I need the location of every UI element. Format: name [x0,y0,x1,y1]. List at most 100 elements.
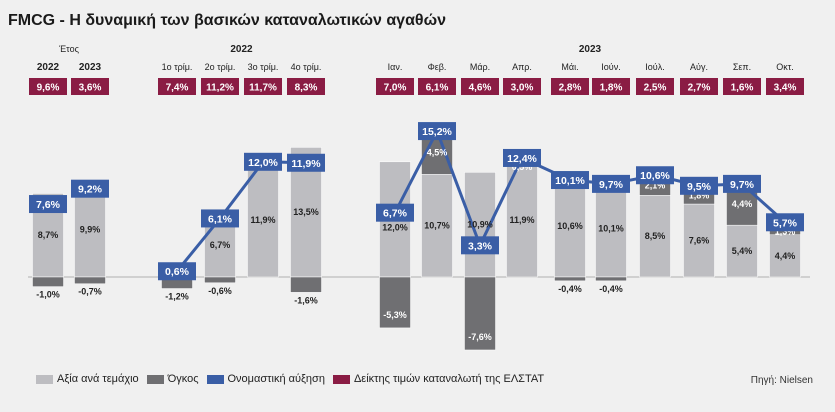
bar-value-per-unit-11 [595,179,627,278]
value-per-unit-label-11: 10,1% [598,224,624,234]
nominal-growth-label-5: 11,9% [291,158,321,170]
nominal-growth-marker-6 [376,203,414,222]
legend-swatch-1 [146,374,164,384]
chart-legend: Αξία ανά τεμάχιο Όγκος Ονομαστική αύξηση Δε… [36,373,552,385]
nominal-growth-label-10: 10,1% [555,175,585,187]
bar-value-per-unit-15 [769,234,801,278]
cpi-badge-label-3: 11,2% [206,83,234,94]
volume-label-11: -0,4% [599,284,623,294]
nominal-growth-marker-5 [287,153,325,172]
cpi-badge-label-0: 9,6% [37,83,60,94]
legend-label-0: Αξία ανά τεμάχιο [57,373,139,385]
value-per-unit-label-1: 9,9% [80,224,101,234]
value-per-unit-label-15: 4,4% [775,251,796,261]
volume-label-6: -5,3% [383,310,407,320]
cpi-badge-label-4: 11,7% [249,83,277,94]
nominal-growth-marker-15 [766,213,804,232]
legend-item-1: Όγκος [146,373,199,385]
cpi-badge-0 [29,78,67,95]
value-per-unit-label-3: 6,7% [210,240,231,250]
cpi-badge-label-7: 6,1% [426,83,449,94]
nominal-growth-line-0 [175,160,307,273]
nominal-growth-label-12: 10,6% [640,170,670,182]
bar-volume-10 [554,276,586,282]
cpi-badge-11 [592,78,630,95]
bar-volume-6 [379,276,411,329]
value-per-unit-label-14: 5,4% [732,246,753,256]
value-per-unit-label-13: 7,6% [689,236,710,246]
nominal-growth-label-15: 5,7% [773,217,798,229]
nominal-growth-label-4: 12,0% [248,157,278,169]
legend-item-0: Αξία ανά τεμάχιο [36,373,139,385]
category-label-14: Σεπ. [733,62,751,72]
legend-label-3: Δείκτης τιμών καταναλωτή της ΕΛΣΤΑΤ [353,373,545,385]
nominal-growth-label-11: 9,7% [599,179,624,191]
nominal-growth-label-3: 6,1% [208,213,233,225]
legend-swatch-3 [332,374,350,384]
cpi-badge-5 [287,78,325,95]
cpi-badge-2 [158,78,196,95]
cpi-badge-label-1: 3,6% [79,83,102,94]
cpi-badge-12 [636,78,674,95]
cpi-badge-label-5: 8,3% [295,83,318,94]
volume-label-13: 1,8% [689,190,710,200]
category-label-0: 2022 [37,62,60,73]
cpi-badge-10 [551,78,589,95]
volume-label-0: -1,0% [36,290,60,300]
volume-label-3: -0,6% [208,286,232,296]
value-per-unit-label-4: 11,9% [250,215,275,225]
bar-value-per-unit-10 [554,174,586,278]
cpi-badge-label-6: 7,0% [384,83,407,94]
nominal-growth-marker-7 [418,122,456,141]
nominal-growth-marker-12 [636,166,674,185]
bar-value-per-unit-12 [639,195,671,278]
category-label-11: Ιούν. [601,62,620,72]
cpi-badge-3 [201,78,239,95]
value-per-unit-label-8: 10,9% [467,220,493,230]
group-header-1: 2022 [230,44,253,55]
volume-label-8: -7,6% [468,332,492,342]
source-note: Πηγή: Nielsen [750,375,813,386]
cpi-badge-6 [376,78,414,95]
nominal-growth-marker-4 [244,152,282,171]
group-header-0: Έτος [58,44,79,54]
cpi-badge-1 [71,78,109,95]
nominal-growth-label-1: 9,2% [78,184,103,196]
cpi-badge-label-13: 2,7% [688,83,711,94]
cpi-badge-9 [503,78,541,95]
nominal-growth-label-9: 12,4% [507,153,537,165]
bar-volume-11 [595,276,627,282]
nominal-growth-marker-13 [680,176,718,195]
bar-volume-1 [74,276,106,284]
group-header-2: 2023 [579,44,602,55]
cpi-badge-label-12: 2,5% [644,83,667,94]
nominal-growth-marker-2 [158,262,196,281]
nominal-growth-label-7: 15,2% [422,126,452,138]
legend-label-1: Όγκος [167,373,199,385]
category-label-1: 2023 [79,62,102,73]
cpi-badge-15 [766,78,804,95]
legend-swatch-0 [36,374,53,384]
nominal-growth-marker-3 [201,209,239,228]
category-label-10: Μάι. [561,62,578,72]
nominal-growth-label-13: 9,5% [687,181,712,193]
nominal-growth-marker-10 [551,171,589,190]
legend-item-2: Ονομαστική αύξηση [206,373,325,385]
nominal-growth-label-6: 6,7% [383,208,408,220]
legend-swatch-2 [206,374,224,384]
cpi-badge-14 [723,78,761,95]
category-label-13: Αύγ. [690,62,708,72]
cpi-badge-4 [244,78,282,95]
category-label-3: 2ο τρίμ. [205,62,236,72]
value-per-unit-label-6: 12,0% [382,223,408,233]
bar-value-per-unit-4 [247,162,279,278]
nominal-growth-label-0: 7,6% [36,199,61,211]
category-label-5: 4ο τρίμ. [291,62,322,72]
volume-label-7: 4,5% [427,148,448,158]
category-label-9: Απρ. [512,62,532,72]
cpi-badge-label-14: 1,6% [731,83,754,94]
category-label-7: Φεβ. [428,62,447,72]
category-label-2: 1ο τρίμ. [162,62,193,72]
nominal-growth-label-2: 0,6% [165,266,190,278]
cpi-badge-label-2: 7,4% [166,83,189,94]
